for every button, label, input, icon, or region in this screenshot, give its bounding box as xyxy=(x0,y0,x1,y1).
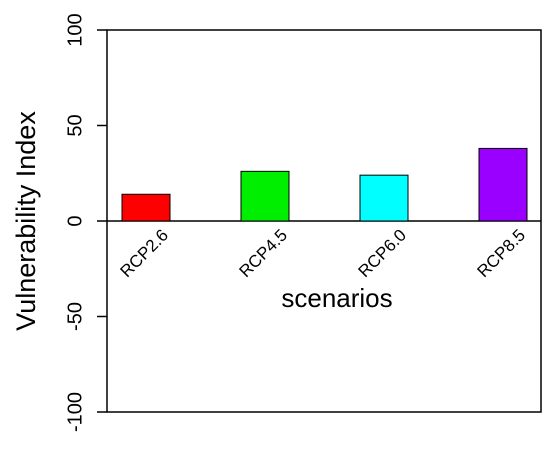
x-tick-label: RCP8.5 xyxy=(473,226,529,282)
x-tick-label: RCP6.0 xyxy=(354,226,410,282)
x-axis-label: scenarios xyxy=(281,283,392,313)
y-axis-label: Vulnerability Index xyxy=(11,111,41,331)
y-tick-label: 50 xyxy=(64,114,86,136)
y-tick-label: 100 xyxy=(64,13,86,46)
bar xyxy=(121,193,171,222)
y-tick-label: -50 xyxy=(64,302,86,331)
y-tick-label: 0 xyxy=(64,215,86,226)
x-tick-label: RCP2.6 xyxy=(116,226,172,282)
y-tick-label: -100 xyxy=(64,392,86,432)
x-tick-label: RCP4.5 xyxy=(235,226,291,282)
bar xyxy=(359,174,409,222)
bar xyxy=(478,147,528,222)
bar xyxy=(240,170,290,222)
